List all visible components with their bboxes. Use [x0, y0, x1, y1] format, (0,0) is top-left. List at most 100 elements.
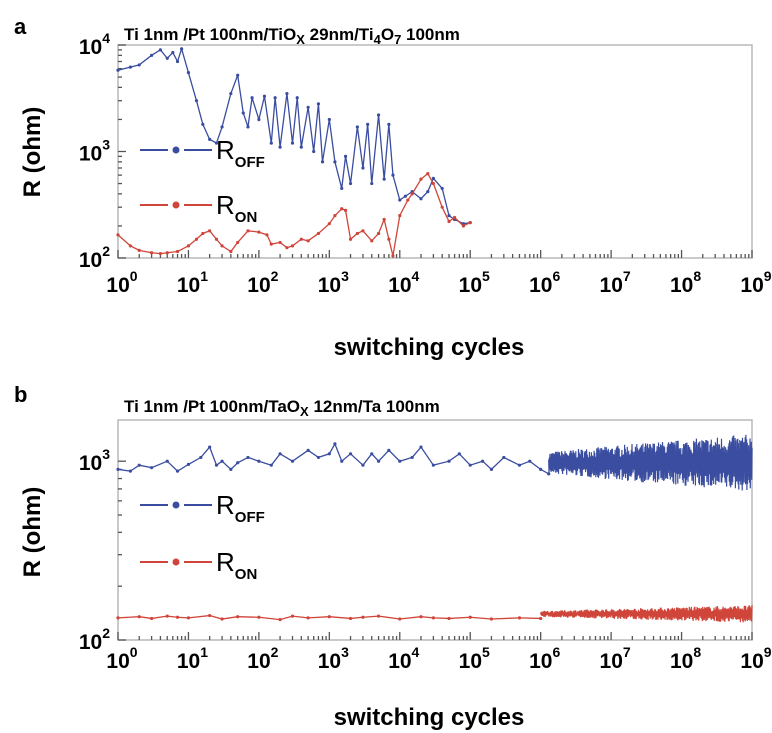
- data-point-roff: [165, 56, 169, 60]
- data-point-ron: [150, 251, 154, 255]
- data-point-roff: [180, 47, 184, 51]
- data-point-roff: [366, 122, 370, 126]
- legend-label-sub: OFF: [235, 509, 265, 526]
- y-tick-label: 102: [79, 625, 110, 654]
- tick-base: 10: [388, 274, 411, 297]
- data-point-ron: [355, 231, 359, 236]
- data-point-ron: [208, 613, 212, 618]
- data-point-roff: [290, 459, 295, 463]
- data-point-ron: [150, 616, 154, 621]
- data-point-roff: [398, 459, 402, 463]
- data-point-roff: [257, 459, 261, 463]
- data-point-ron: [468, 220, 472, 225]
- data-point-roff: [208, 137, 212, 141]
- panel-a-plot-frame: [117, 44, 753, 259]
- data-point-ron: [517, 616, 522, 620]
- title-part: O: [381, 25, 394, 44]
- title-part: Ti 1nm /Pt 100nm/TiO: [124, 25, 296, 44]
- title-part: X: [296, 32, 305, 47]
- data-point-roff: [171, 50, 175, 55]
- data-point-roff: [398, 198, 402, 202]
- data-point-roff: [468, 463, 472, 467]
- tick-exponent: 2: [102, 625, 110, 641]
- x-tick-label: 109: [740, 644, 771, 673]
- x-tick-label: 104: [388, 644, 419, 673]
- data-point-roff: [186, 71, 191, 75]
- data-point-ron: [489, 617, 494, 621]
- data-point-roff: [269, 141, 273, 145]
- data-point-roff: [208, 445, 212, 449]
- tick-exponent: 2: [271, 268, 279, 284]
- x-tick-label: 104: [388, 268, 419, 297]
- data-point-roff: [186, 462, 191, 466]
- data-point-ron: [426, 172, 430, 176]
- data-point-ron: [327, 222, 331, 226]
- data-point-roff: [137, 63, 141, 67]
- data-point-ron: [452, 215, 457, 220]
- data-point-ron: [306, 616, 310, 620]
- data-point-roff: [199, 455, 203, 460]
- tick-base: 10: [177, 274, 200, 297]
- data-point-roff: [376, 459, 381, 463]
- tick-exponent: 8: [693, 644, 701, 660]
- data-point-ron: [343, 208, 348, 212]
- data-point-roff: [387, 448, 391, 452]
- tick-base: 10: [79, 36, 102, 59]
- data-point-ron: [278, 240, 282, 245]
- tick-exponent: 0: [130, 644, 138, 660]
- data-point-roff: [165, 459, 169, 463]
- y-tick-label: 103: [79, 137, 110, 166]
- data-point-roff: [116, 467, 120, 471]
- x-tick-label: 107: [600, 644, 631, 673]
- title-part: 7: [394, 32, 401, 47]
- data-point-roff: [410, 455, 414, 460]
- data-point-roff: [447, 459, 451, 463]
- tick-base: 10: [318, 650, 341, 673]
- data-point-roff: [175, 469, 180, 473]
- data-point-roff: [333, 442, 337, 446]
- data-point-roff: [299, 145, 303, 149]
- data-point-roff: [457, 452, 461, 456]
- data-point-ron: [333, 214, 337, 218]
- legend-marker-roff: [172, 501, 180, 509]
- x-tick-label: 101: [177, 268, 208, 297]
- tick-exponent: 5: [482, 644, 490, 660]
- data-point-roff: [175, 59, 180, 64]
- data-point-ron: [440, 205, 444, 209]
- data-point-ron: [539, 616, 543, 621]
- panel-b-plot-frame: [117, 419, 753, 641]
- tick-exponent: 4: [412, 268, 420, 284]
- data-point-ron: [370, 239, 374, 243]
- data-point-ron: [116, 233, 120, 237]
- title-part: Ti 1nm /Pt 100nm/TaO: [124, 397, 300, 416]
- data-point-ron: [175, 249, 180, 254]
- tick-base: 10: [79, 143, 102, 166]
- data-point-roff: [327, 117, 331, 122]
- data-point-roff: [229, 91, 233, 96]
- panel-b-y-label: R (ohm): [19, 487, 46, 578]
- data-point-ron: [468, 615, 472, 619]
- tick-base: 10: [247, 274, 270, 297]
- title-part: 12nm/Ta 100nm: [309, 397, 440, 416]
- data-point-ron: [299, 237, 303, 241]
- panel-a-letter: a: [14, 14, 27, 39]
- data-point-roff: [481, 459, 485, 463]
- x-tick-label: 103: [318, 644, 349, 673]
- data-point-roff: [158, 48, 163, 52]
- data-point-roff: [150, 53, 154, 57]
- data-point-ron: [410, 192, 414, 196]
- panel-a-title: Ti 1nm /Pt 100nm/TiOX 29nm/Ti4O7 100nm: [124, 25, 460, 47]
- data-point-roff: [128, 65, 133, 69]
- tick-base: 10: [600, 274, 623, 297]
- tick-exponent: 4: [412, 644, 420, 660]
- title-part: X: [300, 404, 309, 419]
- data-point-ron: [257, 230, 261, 234]
- data-point-roff: [528, 459, 532, 463]
- legend-label-sub: ON: [235, 209, 258, 226]
- tick-exponent: 8: [693, 268, 701, 284]
- legend-label-ron: RON: [216, 547, 257, 583]
- data-point-ron: [461, 224, 465, 228]
- data-point-roff: [278, 452, 282, 456]
